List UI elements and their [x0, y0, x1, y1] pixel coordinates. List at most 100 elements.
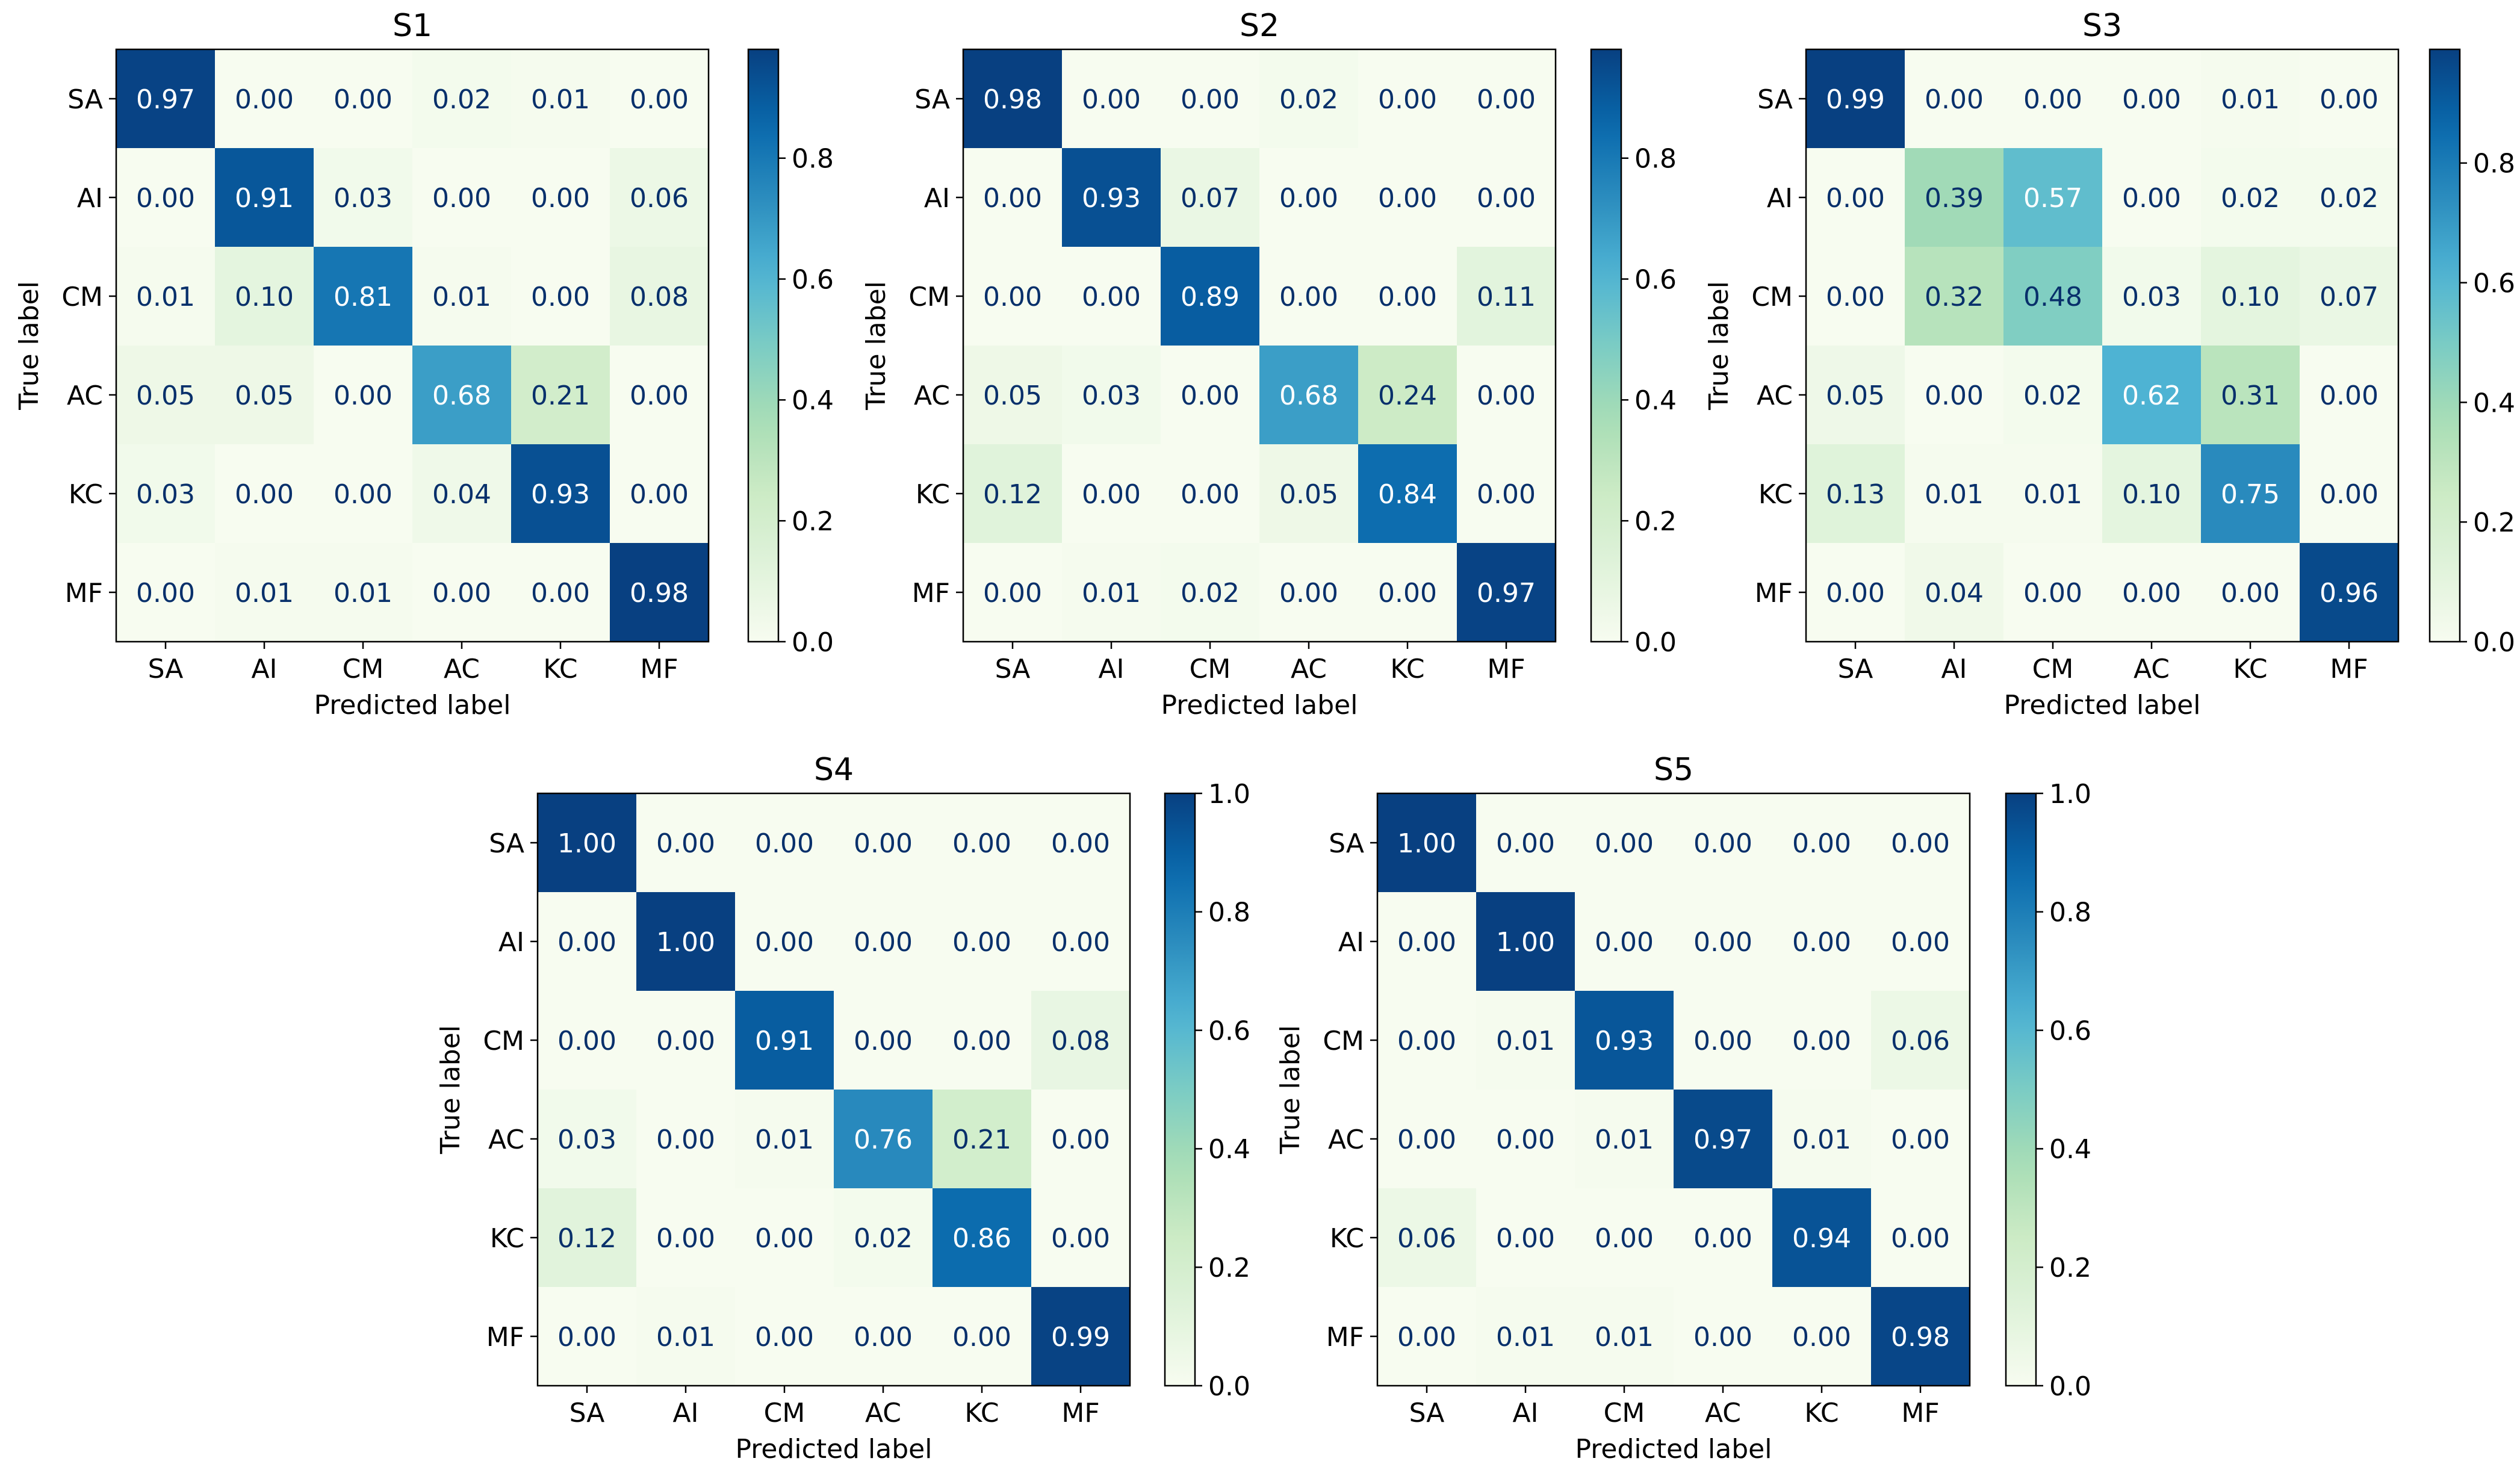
- y-tick-label: AC: [488, 1124, 524, 1155]
- matrix-cell: [1457, 543, 1556, 642]
- colorbar: [1165, 793, 1195, 1386]
- cell-value: 0.00: [1792, 927, 1851, 958]
- x-axis-label: Predicted label: [2004, 690, 2201, 721]
- matrix-cell: [2201, 346, 2300, 444]
- cell-value: 0.00: [1693, 828, 1752, 859]
- cell-value: 0.00: [2320, 84, 2379, 115]
- matrix-cell: [1377, 1188, 1476, 1287]
- matrix-cell: [1871, 1188, 1970, 1287]
- cell-value: 0.01: [1082, 578, 1141, 609]
- cell-value: 0.05: [983, 380, 1042, 411]
- y-tick-label: KC: [1330, 1223, 1364, 1254]
- matrix-cell: [1772, 1188, 1871, 1287]
- cell-value: 0.01: [136, 282, 195, 312]
- cell-value: 0.01: [2023, 479, 2082, 510]
- cell-value: 0.05: [136, 380, 195, 411]
- matrix-cell: [412, 444, 511, 543]
- cell-value: 0.00: [1477, 479, 1536, 510]
- x-tick-label: SA: [995, 654, 1031, 684]
- matrix-cell: [2300, 444, 2398, 543]
- matrix-cell: [1905, 247, 2003, 346]
- cell-value: 0.00: [983, 282, 1042, 312]
- cell-value: 0.00: [1891, 828, 1950, 859]
- matrix-cell: [610, 247, 709, 346]
- cell-value: 0.00: [235, 84, 294, 115]
- cell-value: 0.00: [1378, 84, 1437, 115]
- matrix-cell: [538, 991, 636, 1090]
- matrix-cell: [610, 346, 709, 444]
- matrix-cell: [215, 543, 314, 642]
- matrix-cell: [1161, 49, 1259, 148]
- cell-value: 0.00: [235, 479, 294, 510]
- matrix-cell: [1871, 991, 1970, 1090]
- matrix-cell: [116, 148, 215, 247]
- matrix-cell: [963, 247, 1062, 346]
- matrix-cell: [1358, 148, 1457, 247]
- y-tick-label: KC: [1758, 479, 1793, 510]
- matrix-cell: [1575, 991, 1674, 1090]
- matrix-cell: [1905, 543, 2003, 642]
- matrix-cell: [963, 346, 1062, 444]
- x-tick-label: AI: [1512, 1398, 1538, 1428]
- matrix-cell: [1674, 793, 1772, 892]
- y-tick-label: CM: [1751, 282, 1793, 312]
- cell-value: 0.01: [334, 578, 393, 609]
- x-tick-label: AI: [1941, 654, 1967, 684]
- cell-value: 0.00: [432, 183, 491, 214]
- y-tick-label: AI: [924, 183, 950, 214]
- cell-value: 0.07: [2320, 282, 2379, 312]
- y-tick-label: SA: [67, 84, 103, 115]
- matrix-cell: [1377, 793, 1476, 892]
- cell-value: 0.00: [1082, 84, 1141, 115]
- y-tick-label: KC: [916, 479, 950, 510]
- matrix-cell: [1575, 1188, 1674, 1287]
- matrix-cell: [116, 247, 215, 346]
- cell-value: 0.00: [952, 1322, 1011, 1353]
- matrix-cell: [1161, 247, 1259, 346]
- cell-value: 0.03: [136, 479, 195, 510]
- matrix-cell: [1161, 148, 1259, 247]
- cell-value: 0.57: [2023, 183, 2082, 214]
- colorbar: [1591, 49, 1621, 642]
- cell-value: 0.00: [952, 1026, 1011, 1056]
- cell-value: 0.06: [1397, 1223, 1456, 1254]
- matrix-cell: [314, 148, 412, 247]
- cell-value: 0.97: [1693, 1124, 1752, 1155]
- cell-value: 0.91: [235, 183, 294, 214]
- matrix-cell: [636, 1090, 735, 1188]
- matrix-cell: [834, 1188, 933, 1287]
- x-tick-label: CM: [1190, 654, 1231, 684]
- matrix-cell: [2102, 49, 2201, 148]
- cell-value: 0.00: [2122, 84, 2181, 115]
- cell-value: 0.00: [1792, 1322, 1851, 1353]
- cell-value: 0.00: [1051, 1223, 1110, 1254]
- matrix-cell: [511, 346, 610, 444]
- colorbar-tick-label: 0.2: [1208, 1253, 1250, 1283]
- colorbar-tick-label: 0.4: [1634, 385, 1677, 416]
- matrix-cell: [538, 793, 636, 892]
- cell-value: 0.00: [630, 84, 689, 115]
- cell-value: 0.24: [1378, 380, 1437, 411]
- matrix-cell: [1259, 49, 1358, 148]
- cell-value: 0.01: [656, 1322, 715, 1353]
- matrix-frame: [536, 792, 1131, 1387]
- cell-value: 0.05: [1826, 380, 1885, 411]
- cell-value: 0.00: [1496, 1223, 1555, 1254]
- matrix-frame: [1805, 48, 2400, 643]
- cell-value: 0.03: [557, 1124, 616, 1155]
- matrix-cell: [2300, 543, 2398, 642]
- cell-value: 0.00: [1378, 282, 1437, 312]
- x-tick-label: SA: [1409, 1398, 1445, 1428]
- matrix-cell: [1457, 49, 1556, 148]
- matrix-cell: [636, 991, 735, 1090]
- colorbar-tick-label: 1.0: [2049, 779, 2091, 810]
- matrix-cell: [963, 49, 1062, 148]
- matrix-cell: [1062, 444, 1161, 543]
- cell-value: 0.01: [1925, 479, 1984, 510]
- colorbar-tick-label: 0.0: [1634, 627, 1677, 658]
- matrix-cell: [1161, 543, 1259, 642]
- matrix-cell: [1062, 543, 1161, 642]
- cell-value: 0.99: [1826, 84, 1885, 115]
- matrix-cell: [412, 247, 511, 346]
- cell-value: 0.00: [334, 479, 393, 510]
